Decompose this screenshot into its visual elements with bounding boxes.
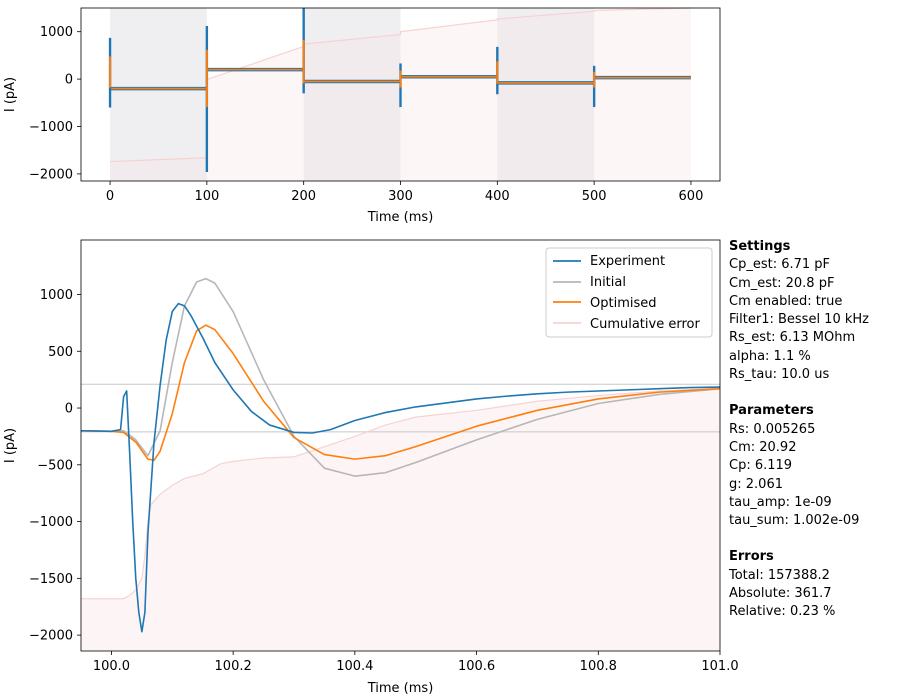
settings-line: alpha: 1.1 %: [729, 348, 811, 364]
legend-label-optimised: Optimised: [590, 296, 657, 311]
settings-line: Cm enabled: true: [729, 293, 843, 309]
bottom-xtick-label: 101.0: [701, 659, 738, 674]
bottom-axes: 100.0 100.2 100.4 100.6 100.8 101.0 −2000 −150…: [3, 239, 739, 696]
top-xtick-label: 400: [485, 189, 510, 204]
bottom-ytick-label: 1000: [40, 288, 73, 303]
legend-label-initial: Initial: [590, 275, 626, 290]
bottom-ytick-label: −2000: [29, 629, 73, 644]
series-line-optimised: [80, 324, 721, 462]
bottom-hlines: [81, 383, 720, 433]
bottom-ytick-label: −1000: [29, 515, 73, 530]
legend-label-experiment: Experiment: [590, 254, 665, 269]
top-xtick-label: 0: [106, 189, 114, 204]
settings-line: Rs_tau: 10.0 us: [729, 367, 830, 383]
settings-line: Filter1: Bessel 10 kHz: [729, 312, 869, 328]
bottom-xtick-label: 100.0: [93, 659, 130, 674]
errors-line: Relative: 0.23 %: [729, 604, 836, 620]
panel-spacer: [729, 530, 899, 548]
legend-frame: [545, 247, 713, 338]
top-ytick-label: −2000: [29, 167, 73, 182]
bottom-xtick-label: 100.4: [336, 659, 373, 674]
bottom-ytick-label: 500: [48, 345, 73, 360]
top-traces: [108, 8, 691, 172]
settings-line: Rs_est: 6.13 MOhm: [729, 330, 856, 346]
bottom-xtick-label: 100.8: [580, 659, 617, 674]
parameters-title: Parameters: [729, 403, 814, 419]
top-xtick-label: 300: [388, 189, 413, 204]
bottom-axes-frame: [80, 239, 721, 652]
top-ytick-label: 0: [65, 73, 73, 88]
bottom-ytick-label: −500: [37, 458, 73, 473]
bottom-ylabel: I (pA): [3, 428, 18, 463]
bottom-xticks: 100.0 100.2 100.4 100.6 100.8 101.0: [93, 651, 739, 674]
parameters-line: tau_sum: 1.002e-09: [729, 513, 860, 529]
bottom-xlabel: Time (ms): [367, 681, 434, 696]
top-protocol-shading: [497, 8, 595, 181]
bottom-series: [80, 277, 721, 633]
legend-label-cumulative-error: Cumulative error: [590, 317, 700, 332]
parameters-line: Cm: 20.92: [729, 439, 797, 455]
top-protocol-shading: [303, 8, 401, 181]
errors-title: Errors: [729, 549, 774, 565]
settings-title: Settings: [729, 239, 791, 254]
top-xtick-label: 200: [291, 189, 316, 204]
parameters-line: tau_amp: 1e-09: [729, 494, 832, 510]
parameters-line: Rs: 0.005265: [729, 421, 816, 437]
top-yticks: −2000 −1000 0 1000: [29, 25, 81, 182]
parameters-line: g: 2.061: [729, 476, 783, 492]
top-xlabel: Time (ms): [367, 210, 434, 225]
settings-line: Cm_est: 20.8 pF: [729, 275, 835, 291]
top-ylabel: I (pA): [3, 77, 18, 112]
bottom-xtick-label: 100.2: [215, 659, 252, 674]
bottom-ytick-label: 0: [65, 402, 73, 417]
top-xtick-label: 600: [679, 189, 704, 204]
bottom-ytick-label: −1500: [29, 572, 73, 587]
series-line-initial: [80, 277, 721, 477]
bottom-xtick-label: 100.6: [458, 659, 495, 674]
settings-line: Cp_est: 6.71 pF: [729, 257, 831, 273]
legend: Experiment Initial Optimised Cumulative …: [545, 247, 713, 338]
errors-line: Total: 157388.2: [729, 567, 830, 583]
info-panel: Settings Cp_est: 6.71 pF Cm_est: 20.8 pF…: [729, 238, 899, 622]
parameters-line: Cp: 6.119: [729, 458, 793, 474]
top-ytick-label: −1000: [29, 120, 73, 135]
top-xtick-label: 100: [194, 189, 219, 204]
top-ytick-label: 1000: [40, 25, 73, 40]
series-line-cumulative-error: [81, 387, 721, 600]
errors-line: Absolute: 361.7: [729, 586, 832, 602]
top-xticks: 0 100 200 300 400 500 600: [106, 181, 703, 204]
top-xtick-label: 500: [582, 189, 607, 204]
top-protocol-shading: [110, 8, 207, 181]
panel-spacer: [729, 384, 899, 402]
bottom-cumulative-error-fill: [81, 388, 720, 651]
bottom-yticks: −2000 −1500 −1000 −500 0 500 1000: [29, 288, 81, 644]
top-axes: 0 100 200 300 400 500 600 −2000 −1000 0 1000 Time…: [3, 7, 721, 225]
series-line-experiment: [80, 302, 721, 633]
